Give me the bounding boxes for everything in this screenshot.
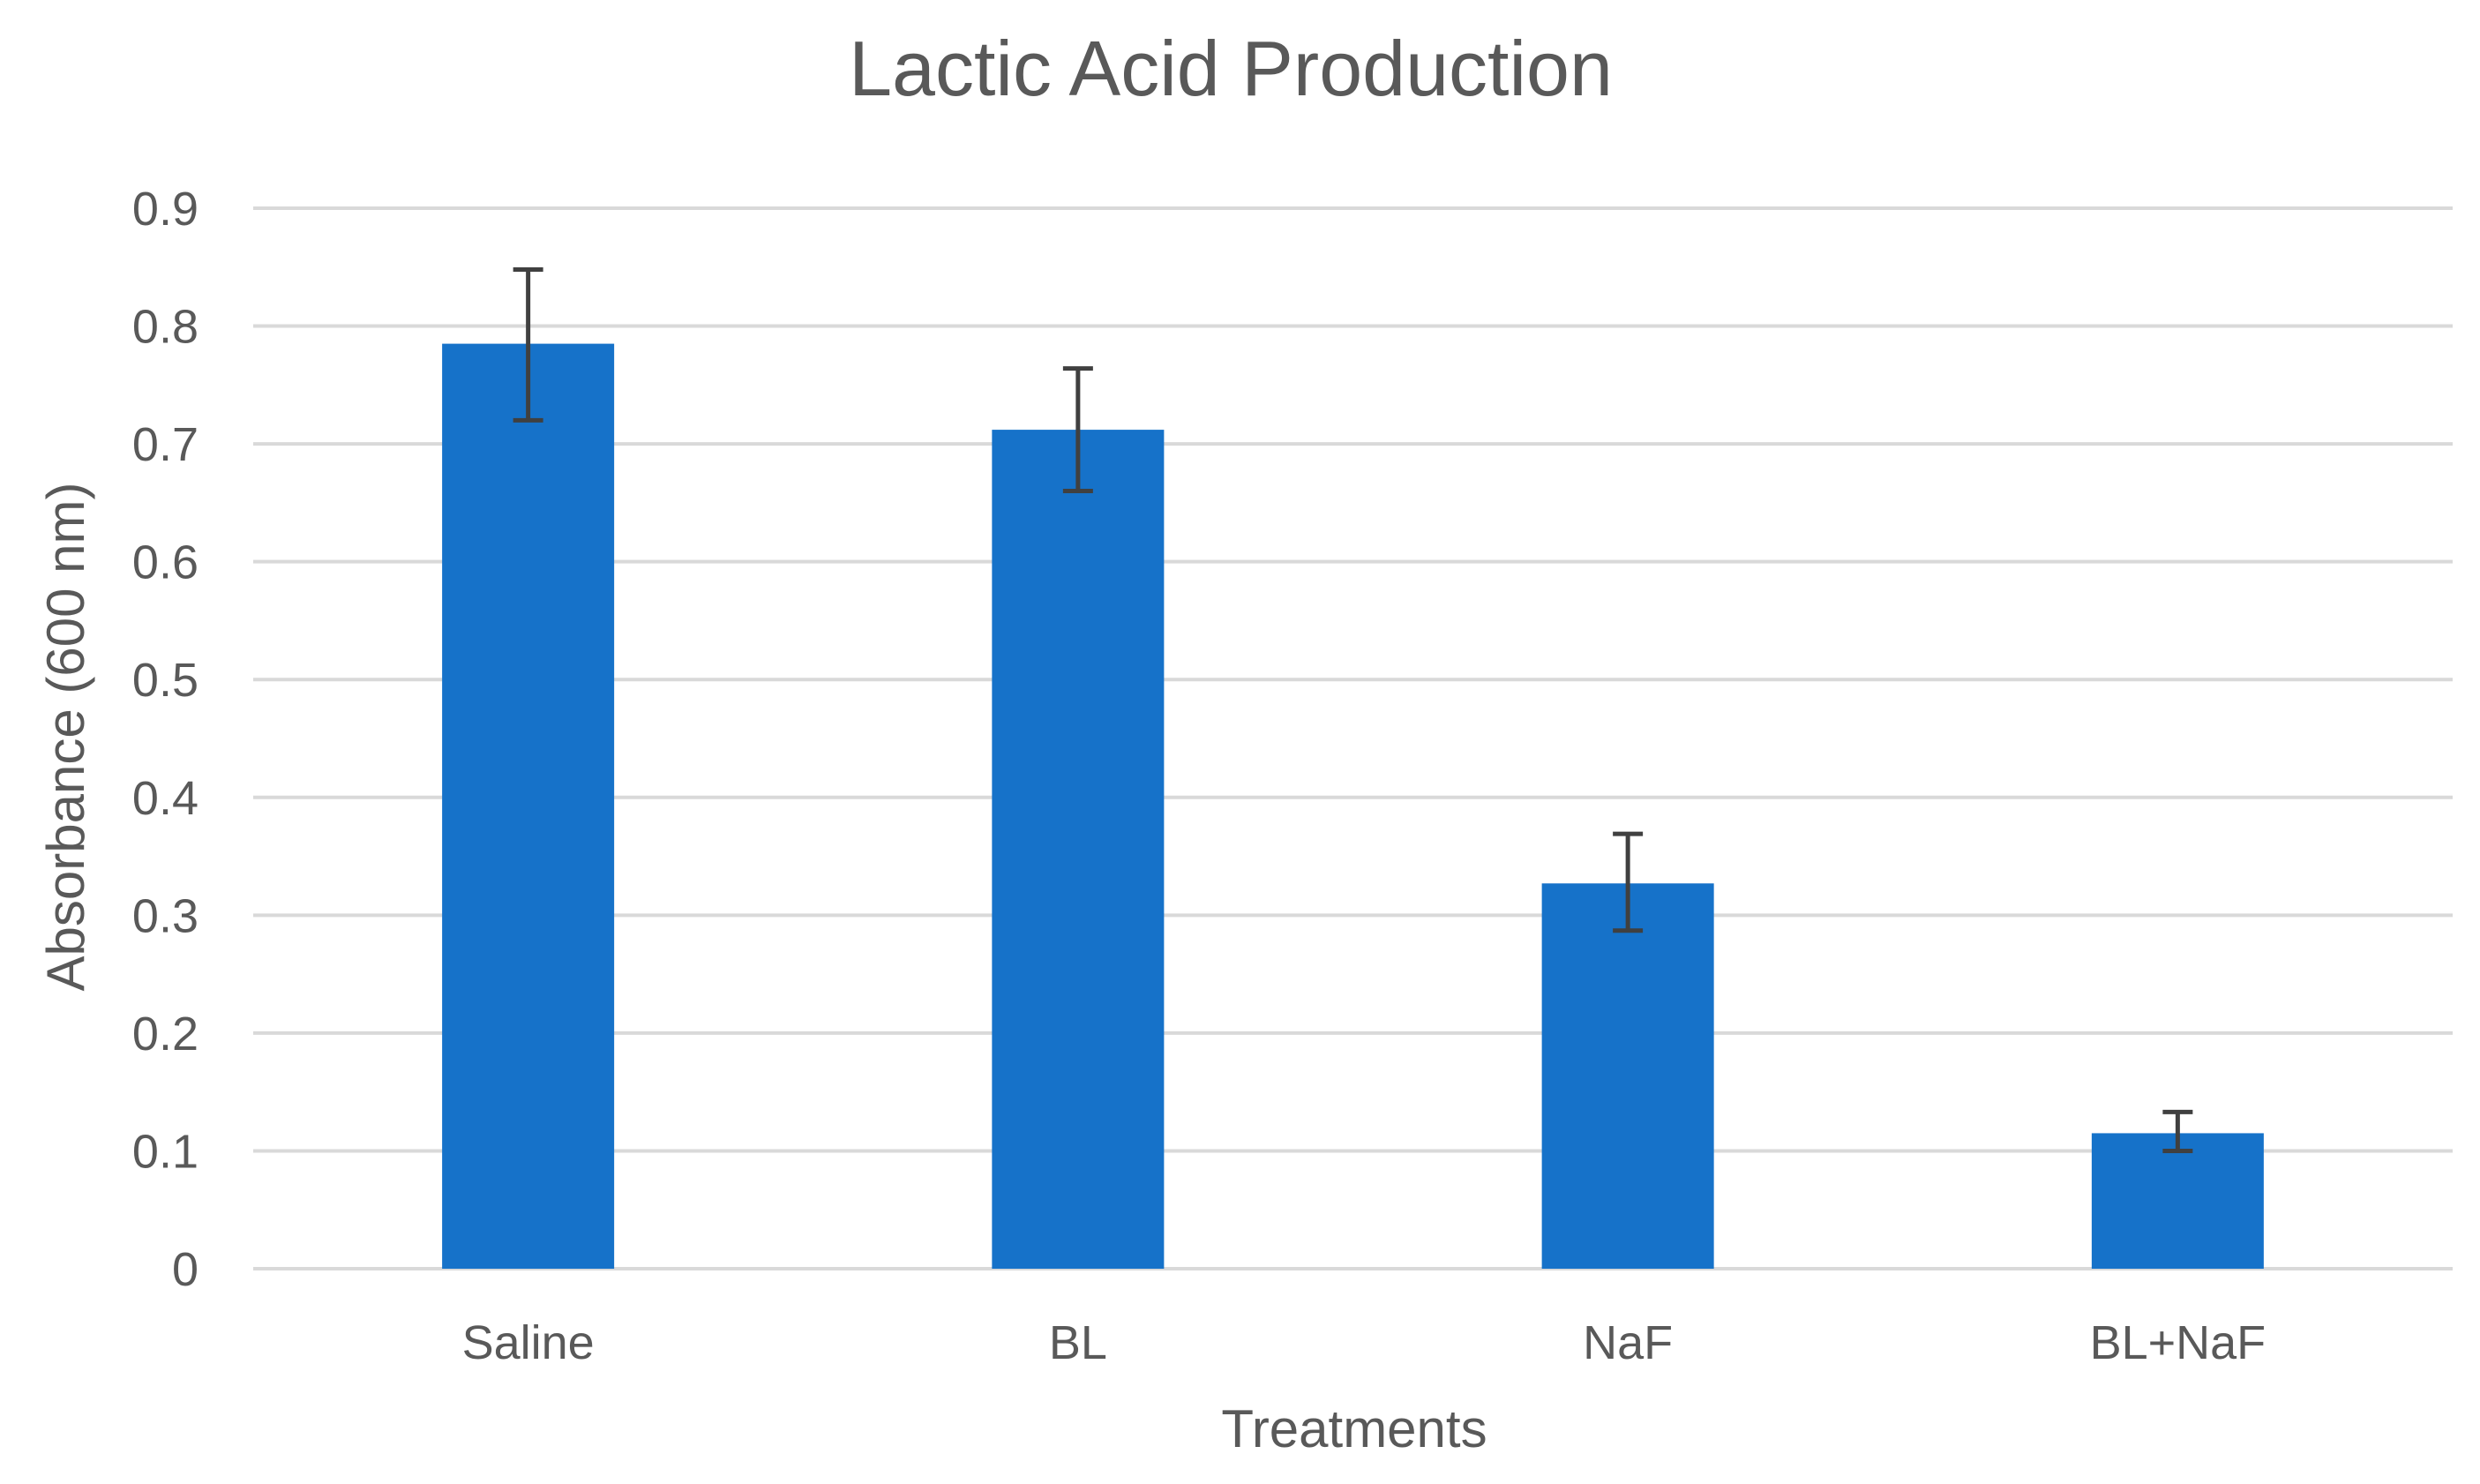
y-tick-label: 0.3 [132,889,199,942]
gridlines [253,206,2453,1270]
y-tick-label: 0.6 [132,536,199,589]
y-tick-label: 0.5 [132,654,199,707]
x-category-labels: Saline BL NaF BL+NaF [462,1316,2266,1369]
x-category-label: NaF [1583,1316,1673,1369]
chart-title: Lactic Acid Production [849,25,1613,112]
y-tick-label: 0 [172,1243,199,1296]
bar-bl-naf [2091,1133,2264,1269]
x-category-label: BL+NaF [2090,1316,2266,1369]
error-bars [513,266,2193,1153]
bars [442,343,2264,1270]
y-tick-label: 0.8 [132,301,199,354]
bar-saline [442,343,615,1270]
y-axis-title: Absorbance (600 nm) [36,483,95,992]
bar-bl [992,430,1165,1269]
bar-naf [1541,883,1714,1269]
y-tick-labels: 0 0.1 0.2 0.3 0.4 0.5 0.6 0.7 0.8 0.9 [132,183,199,1296]
x-category-label: Saline [462,1316,595,1369]
error-bar [1613,831,1644,933]
y-tick-label: 0.4 [132,772,199,825]
error-bar [2162,1109,2193,1153]
y-tick-label: 0.7 [132,418,199,471]
y-tick-label: 0.1 [132,1125,199,1178]
x-axis-title: Treatments [1221,1399,1487,1458]
error-bar [513,266,543,423]
y-tick-label: 0.2 [132,1008,199,1061]
x-category-label: BL [1049,1316,1107,1369]
y-tick-label: 0.9 [132,183,199,236]
error-bar [1062,366,1093,494]
